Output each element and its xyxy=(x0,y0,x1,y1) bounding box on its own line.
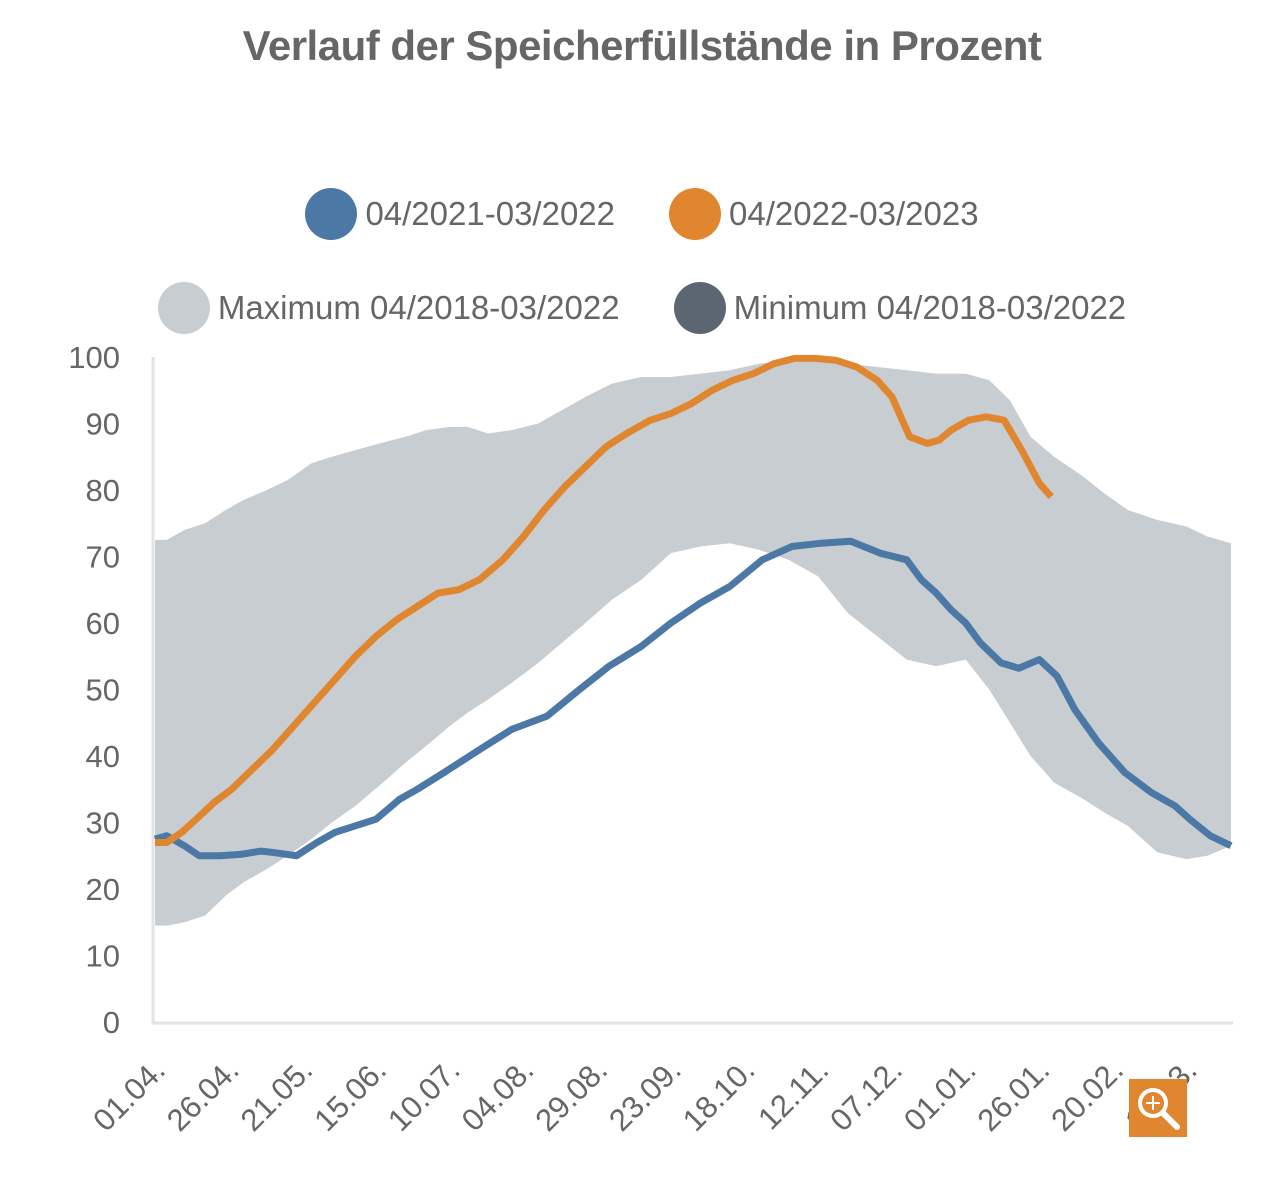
y-tick-label: 30 xyxy=(86,806,120,841)
magnifier-plus-icon xyxy=(1138,1088,1180,1130)
x-tick-label: 29.08. xyxy=(528,1052,614,1138)
max-min-band xyxy=(155,360,1231,926)
legend-label-2021: 04/2021-03/2022 xyxy=(365,195,615,232)
x-tick-label: 07.12. xyxy=(823,1052,909,1138)
y-tick-label: 10 xyxy=(86,939,120,974)
x-tick-label: 10.07. xyxy=(381,1052,467,1138)
legend-swatch-2022 xyxy=(669,188,721,240)
x-tick-label: 20.02. xyxy=(1044,1052,1130,1138)
legend-label-2022: 04/2022-03/2023 xyxy=(729,195,979,232)
legend-row-1: 04/2021-03/2022 04/2022-03/2023 xyxy=(0,188,1284,240)
zoom-in-button[interactable] xyxy=(1129,1079,1187,1137)
series-line-0420 xyxy=(154,537,1233,860)
legend-item-minimum[interactable]: Minimum 04/2018-03/2022 xyxy=(673,282,1127,334)
x-tick-label: 26.04. xyxy=(160,1052,246,1138)
legend-label-maximum: Maximum 04/2018-03/2022 xyxy=(217,289,620,326)
x-tick-label: 01.04. xyxy=(86,1052,172,1138)
x-tick-label: 21.05. xyxy=(234,1052,320,1138)
series-line-0420 xyxy=(155,354,1054,846)
legend-item-maximum[interactable]: Maximum 04/2018-03/2022 xyxy=(157,282,620,334)
y-tick-label: 90 xyxy=(86,407,120,442)
x-tick-label: 26.01. xyxy=(971,1052,1057,1138)
x-tick-label: 04.08. xyxy=(455,1052,541,1138)
y-tick-label: 60 xyxy=(86,606,120,641)
x-tick-label: 01.01. xyxy=(897,1052,983,1138)
x-tick-label: 15.06. xyxy=(307,1052,393,1138)
y-tick-label: 20 xyxy=(86,872,120,907)
y-tick-label: 0 xyxy=(103,1005,120,1040)
x-tick-label: 12.11. xyxy=(751,1052,835,1136)
legend-label-minimum: Minimum 04/2018-03/2022 xyxy=(733,289,1127,326)
y-tick-label: 100 xyxy=(68,340,120,375)
chart-title: Verlauf der Speicherfüllstände in Prozen… xyxy=(242,22,1042,69)
x-tick-label: 23.09. xyxy=(602,1052,688,1138)
legend-item-2021[interactable]: 04/2021-03/2022 xyxy=(305,188,615,240)
y-tick-label: 70 xyxy=(86,540,120,575)
y-tick-label: 50 xyxy=(86,673,120,708)
y-tick-label: 40 xyxy=(86,739,120,774)
legend-row-2: Maximum 04/2018-03/2022 Minimum 04/2018-… xyxy=(0,282,1284,334)
legend-swatch-minimum xyxy=(673,282,726,334)
legend-swatch-maximum xyxy=(157,282,210,334)
y-tick-label: 80 xyxy=(86,473,120,508)
legend-item-2022[interactable]: 04/2022-03/2023 xyxy=(669,188,979,240)
legend-swatch-2021 xyxy=(305,188,358,240)
x-tick-label: 18.10. xyxy=(676,1052,762,1138)
